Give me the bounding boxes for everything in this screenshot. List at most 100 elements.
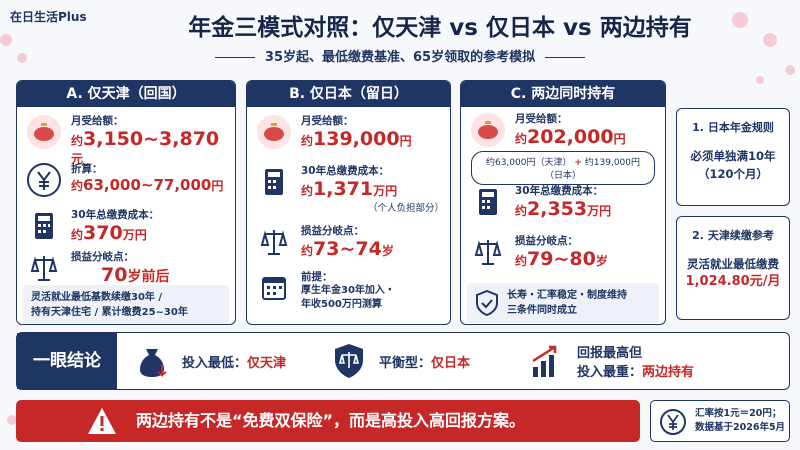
icon-yen: [660, 409, 686, 435]
brand: 在日生活Plus: [10, 10, 87, 24]
column-header: A. 仅天津（回国）: [17, 81, 235, 107]
prefix: 约: [71, 228, 84, 242]
subtitle: 35岁起、最低缴费基准、65岁领取的参考模拟: [0, 46, 800, 65]
unit: 円: [211, 179, 224, 193]
value: 3,150~3,870: [83, 128, 220, 150]
prefix: 约: [515, 132, 528, 146]
value: 73~74: [313, 238, 382, 260]
icon-growth: [532, 345, 557, 377]
value: 2,353: [527, 198, 588, 220]
value: 63,000~77,000: [83, 176, 212, 194]
item-label: 月受给额：: [515, 113, 568, 125]
footer-line: 三条件同时成立: [507, 305, 577, 316]
unit: 岁: [595, 254, 608, 268]
value: 370: [83, 222, 123, 244]
icon-shield-scale: [335, 344, 363, 378]
unit: 円: [399, 134, 412, 148]
unit: 岁前后: [127, 269, 170, 285]
conclusion-value: 仅天津: [247, 355, 287, 371]
unit: 岁: [381, 244, 394, 258]
icon-scale: [474, 240, 502, 265]
value: 70: [101, 264, 128, 286]
icon-yen: [27, 163, 61, 197]
value: 79~80: [527, 248, 596, 270]
side-line: 必须单独满10年: [690, 149, 776, 163]
icon-piggy: [471, 113, 505, 147]
side-title: 2. 天津续缴参考: [692, 229, 774, 242]
column-a: A. 仅天津（回国） 月受给额： 约3,150~3,870元 折算： 约63,000…: [16, 80, 236, 325]
side-title: 1. 日本年金规则: [692, 121, 774, 134]
item-label: 月受给额：: [71, 115, 124, 127]
side-line: 灵活就业最低缴费: [687, 257, 779, 271]
conclusion-item: 投入最低： 仅天津: [132, 333, 286, 389]
icon-scale: [260, 230, 288, 255]
conclusion-value: 仅日本: [431, 355, 471, 371]
side-box: 1. 日本年金规则 必须单独满10年 （120个月）: [676, 108, 790, 206]
unit: 円: [613, 132, 626, 146]
icon-shield: [476, 290, 498, 316]
footer-note: 长寿・汇率稳定・制度维持 三条件同时成立: [467, 283, 659, 323]
icon-piggy: [257, 115, 291, 149]
value: 139,000: [313, 128, 400, 150]
icon-calculator: [265, 169, 283, 195]
conclusion: 一眼结论 投入最低： 仅天津 平衡型： 仅日本 回报最高但投入最重：两边持有: [16, 332, 790, 390]
warning-banner: 两边持有不是“免费双保险”，而是高投入高回报方案。: [16, 400, 640, 442]
side-box: 2. 天津续缴参考 灵活就业最低缴费 1,024.80元/月: [676, 216, 790, 320]
note-line: 汇率按1元＝20円；: [695, 408, 782, 419]
icon-calculator: [479, 189, 497, 215]
prefix: 约: [301, 244, 314, 258]
footer-line: 灵活就业最低基数续缴30年 /: [31, 292, 163, 303]
footer-note: 灵活就业最低基数续缴30年 / 持有天津住宅 / 累计缴费25~30年: [23, 285, 229, 324]
breakdown: 约63,000円（天津） + 约139,000円（日本）: [471, 151, 655, 185]
note-line: 数据基于2026年5月: [695, 422, 786, 433]
footer-line: 持有天津住宅 / 累计缴费25~30年: [31, 307, 188, 318]
unit: 万円: [373, 184, 398, 198]
footer-line: 长寿・汇率稳定・制度维持: [507, 290, 627, 301]
item-label: 30年总缴费成本：: [71, 209, 160, 221]
item-label: 损益分岐点：: [515, 235, 578, 247]
item-label: 前提：: [301, 271, 333, 283]
title: 年金三模式对照：仅天津 vs 仅日本 vs 两边持有: [188, 15, 692, 41]
side-line: 1,024.80元/月: [685, 274, 781, 289]
item-note: （个人负担部分）: [367, 203, 444, 214]
column-header: C. 两边同时持有: [461, 81, 665, 107]
conclusion-value: 两边持有: [642, 365, 695, 380]
conclusion-text: 回报最高但: [577, 346, 643, 361]
column-c: C. 两边同时持有 月受给额： 约202,000円 约63,000円（天津） + …: [460, 80, 666, 325]
icon-calendar: [262, 277, 286, 300]
breakdown-part: 约139,000円（日本）: [544, 158, 640, 181]
premise-line: 厚生年金30年加入・: [301, 285, 395, 296]
icon-warning: [88, 408, 116, 434]
item-label: 损益分岐点：: [71, 251, 134, 263]
column-header: B. 仅日本（留日）: [247, 81, 450, 107]
icon-moneybag: [140, 349, 167, 377]
item-label: 30年总缴费成本：: [301, 165, 390, 177]
icon-scale: [30, 256, 58, 281]
premise-line: 年收500万円测算: [301, 299, 382, 310]
item-label: 30年总缴费成本：: [515, 185, 604, 197]
conclusion-item: 平衡型： 仅日本: [329, 333, 470, 389]
column-b: B. 仅日本（留日） 月受给额： 约139,000円 30年总缴费成本： 约1,37…: [246, 80, 451, 325]
conclusion-text: 投入最低：: [182, 355, 248, 371]
prefix: 约: [301, 184, 314, 198]
unit: 万円: [122, 228, 147, 242]
conclusion-item: 回报最高但投入最重：两边持有: [527, 333, 694, 389]
conclusion-text: 投入最重：: [577, 365, 643, 380]
item-label: 月受给额：: [301, 115, 354, 127]
prefix: 约: [301, 134, 314, 148]
warning-text: 两边持有不是“免费双保险”，而是高投入高回报方案。: [136, 411, 526, 430]
prefix: 约: [515, 254, 528, 268]
prefix: 约: [515, 204, 528, 218]
prefix: 约: [71, 179, 84, 193]
unit: 元: [71, 152, 84, 166]
prefix: 约: [71, 134, 84, 148]
unit: 万円: [587, 204, 612, 218]
side-line: （120个月）: [697, 167, 768, 181]
note-box: 汇率按1元＝20円； 数据基于2026年5月: [650, 400, 790, 442]
conclusion-label: 一眼结论: [17, 333, 117, 389]
icon-calculator: [35, 213, 53, 239]
breakdown-part: 约63,000円（天津）: [485, 158, 572, 168]
conclusion-text: 平衡型：: [379, 355, 432, 371]
value: 202,000: [527, 126, 614, 148]
